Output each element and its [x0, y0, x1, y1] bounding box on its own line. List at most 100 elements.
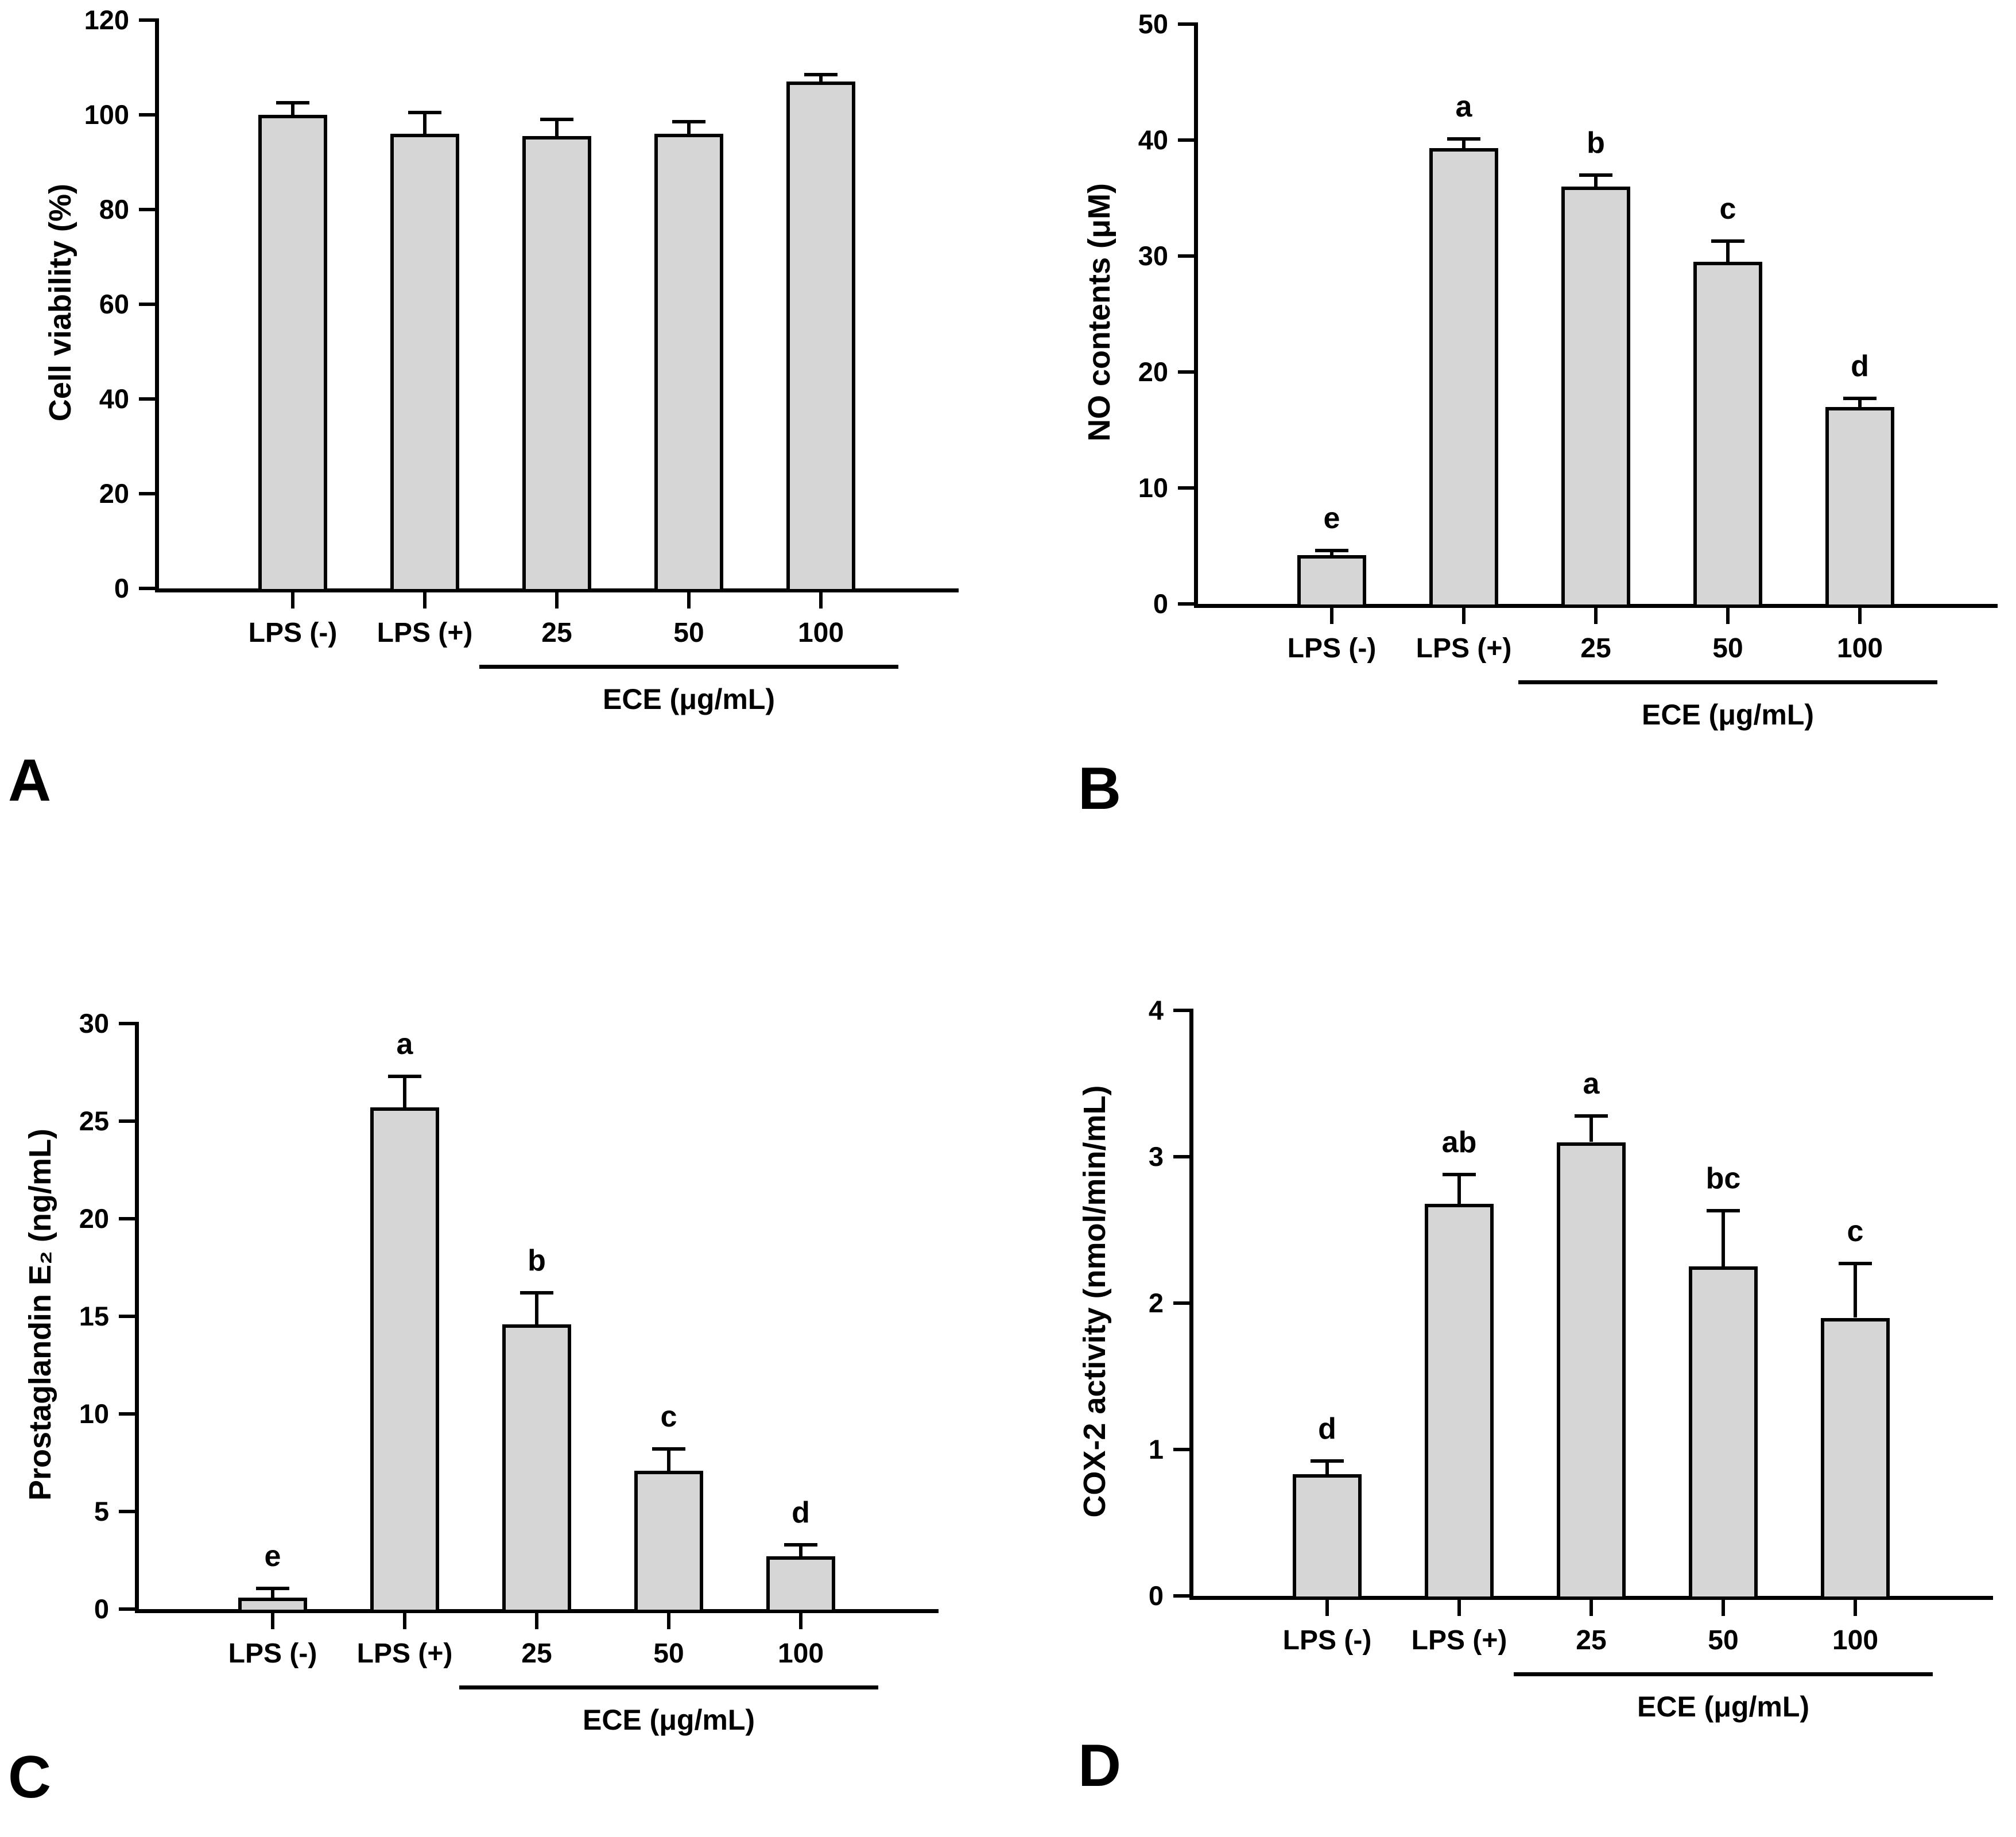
- error-cap: [256, 1587, 289, 1591]
- x-tick-label: 25: [521, 1638, 552, 1669]
- error-bar: [403, 1076, 406, 1108]
- x-tick: [1325, 1600, 1329, 1616]
- y-tick: [1178, 370, 1194, 374]
- x-tick-label: 100: [1836, 633, 1883, 664]
- group-label: ECE (μg/mL): [602, 683, 776, 715]
- error-cap: [784, 1543, 817, 1547]
- bar: [1821, 1317, 1890, 1600]
- error-cap: [408, 110, 441, 114]
- sig-letter: c: [660, 1400, 677, 1434]
- y-tick: [119, 1022, 135, 1025]
- y-tick: [1178, 254, 1194, 258]
- x-tick-label: 25: [1576, 1625, 1607, 1656]
- y-tick-label: 25: [79, 1106, 109, 1136]
- bar: [502, 1324, 571, 1613]
- x-tick: [1330, 608, 1333, 624]
- y-tick: [1173, 1594, 1189, 1598]
- error-bar: [799, 1544, 802, 1557]
- error-bar: [1589, 1115, 1593, 1142]
- y-tick-label: 0: [1148, 1580, 1164, 1611]
- error-bar: [1457, 1174, 1461, 1204]
- x-tick: [1854, 1600, 1857, 1616]
- error-cap: [1707, 1209, 1740, 1213]
- y-tick-label: 20: [1138, 356, 1168, 387]
- x-tick-label: 50: [1708, 1625, 1739, 1656]
- x-tick: [423, 592, 427, 609]
- x-tick: [1589, 1600, 1593, 1616]
- y-axis-title: Cell viability (%): [43, 183, 77, 422]
- x-tick: [819, 592, 823, 609]
- sig-letter: bc: [1705, 1162, 1741, 1196]
- x-tick: [799, 1613, 802, 1629]
- y-tick-label: 20: [79, 1203, 109, 1234]
- y-tick: [1173, 1155, 1189, 1158]
- error-cap: [540, 118, 573, 122]
- bar: [258, 115, 327, 592]
- y-tick-label: 10: [1138, 472, 1168, 503]
- group-label: ECE (μg/mL): [1637, 1691, 1810, 1723]
- error-cap: [1447, 137, 1480, 141]
- error-bar: [291, 103, 294, 115]
- y-tick: [1173, 1009, 1189, 1012]
- y-tick: [139, 587, 155, 590]
- y-tick: [1173, 1448, 1189, 1451]
- error-bar: [1594, 175, 1598, 187]
- group-underline: [1518, 680, 1937, 684]
- x-tick-label: 50: [673, 618, 704, 648]
- group-label: ECE (μg/mL): [582, 1704, 755, 1736]
- sig-letter: e: [264, 1540, 281, 1574]
- y-tick-label: 0: [94, 1594, 109, 1624]
- error-cap: [276, 101, 309, 105]
- x-tick: [1858, 608, 1862, 624]
- y-axis-line: [1194, 22, 1198, 606]
- x-tick-label: LPS (-): [1287, 633, 1377, 664]
- sig-letter: b: [528, 1244, 546, 1278]
- error-bar: [535, 1293, 538, 1324]
- sig-letter: c: [1719, 192, 1736, 226]
- error-cap: [1579, 173, 1612, 177]
- x-tick-label: 100: [777, 1638, 824, 1669]
- error-cap: [1443, 1172, 1476, 1176]
- x-tick: [1722, 1600, 1725, 1616]
- bar: [1689, 1266, 1758, 1600]
- y-tick: [119, 1315, 135, 1318]
- error-bar: [271, 1588, 274, 1598]
- y-axis-title: NO contents (μM): [1082, 183, 1116, 442]
- y-tick-label: 15: [79, 1301, 109, 1331]
- panel-letter-a: A: [8, 747, 52, 814]
- bar: [390, 134, 459, 592]
- bar: [370, 1107, 439, 1613]
- y-tick-label: 30: [1138, 241, 1168, 271]
- y-tick-label: 40: [99, 383, 129, 414]
- group-underline: [1514, 1672, 1933, 1676]
- bar: [1429, 148, 1498, 608]
- x-tick: [687, 592, 691, 609]
- x-tick: [403, 1613, 406, 1629]
- y-tick: [139, 492, 155, 495]
- x-tick: [291, 592, 294, 609]
- error-bar: [1726, 241, 1730, 262]
- y-tick-label: 100: [84, 99, 129, 130]
- y-axis-line: [135, 1022, 139, 1611]
- y-tick-label: 60: [99, 289, 129, 319]
- x-tick: [535, 1613, 538, 1629]
- x-tick-label: 50: [653, 1638, 684, 1669]
- error-cap: [1575, 1114, 1608, 1118]
- x-tick-label: 50: [1712, 633, 1743, 664]
- x-tick: [1726, 608, 1730, 624]
- error-cap: [520, 1291, 553, 1295]
- x-tick: [271, 1613, 274, 1629]
- group-label: ECE (μg/mL): [1641, 699, 1815, 731]
- error-bar: [687, 122, 691, 134]
- sig-letter: e: [1323, 502, 1340, 536]
- sig-letter: c: [1847, 1215, 1864, 1249]
- y-tick-label: 4: [1148, 995, 1164, 1025]
- error-cap: [672, 120, 705, 124]
- y-axis-title: Prostaglandin E₂ (ng/mL): [23, 1129, 57, 1501]
- error-cap: [652, 1447, 685, 1451]
- y-tick: [139, 397, 155, 401]
- sig-letter: d: [792, 1495, 810, 1529]
- x-tick-label: LPS (-): [248, 618, 338, 648]
- x-tick-label: LPS (-): [1282, 1625, 1372, 1656]
- bar: [238, 1597, 307, 1613]
